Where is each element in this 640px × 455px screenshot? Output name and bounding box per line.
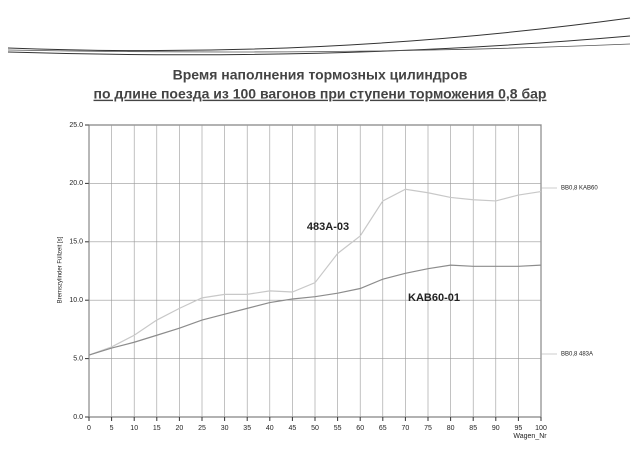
side-label: BB0,8 483A bbox=[561, 352, 593, 358]
x-tick-label: 85 bbox=[469, 425, 477, 432]
x-tick-label: 70 bbox=[402, 425, 410, 432]
chart-subtitle: по длине поезда из 100 вагонов при ступе… bbox=[94, 86, 547, 102]
x-axis-label: Wagen_Nr bbox=[513, 433, 547, 440]
x-tick-label: 10 bbox=[130, 425, 138, 432]
series-line bbox=[88, 264, 542, 356]
decor-curve bbox=[7, 43, 631, 53]
y-tick-label: 20.0 bbox=[69, 180, 83, 187]
x-tick-label: 0 bbox=[87, 425, 91, 432]
series-label: 483A-03 bbox=[307, 221, 349, 233]
y-tick-label: 0.0 bbox=[73, 414, 83, 421]
x-tick-label: 50 bbox=[311, 425, 319, 432]
x-tick-label: 75 bbox=[424, 425, 432, 432]
x-tick-label: 65 bbox=[379, 425, 387, 432]
x-tick-label: 5 bbox=[110, 425, 114, 432]
y-tick-label: 15.0 bbox=[69, 239, 83, 246]
x-tick-label: 95 bbox=[515, 425, 523, 432]
x-tick-label: 60 bbox=[356, 425, 364, 432]
y-tick-label: 10.0 bbox=[69, 297, 83, 304]
y-tick-label: 25.0 bbox=[69, 122, 83, 129]
x-tick-label: 20 bbox=[176, 425, 184, 432]
x-tick-label: 55 bbox=[334, 425, 342, 432]
decor-curve bbox=[7, 35, 631, 56]
x-tick-label: 15 bbox=[153, 425, 161, 432]
y-tick-label: 5.0 bbox=[73, 355, 83, 362]
x-tick-label: 30 bbox=[221, 425, 229, 432]
chart-title: Время наполнения тормозных цилиндров bbox=[173, 67, 468, 83]
x-tick-label: 40 bbox=[266, 425, 274, 432]
x-tick-label: 45 bbox=[289, 425, 297, 432]
side-label: BB0,8 KAB60 bbox=[561, 186, 598, 192]
x-tick-label: 100 bbox=[535, 425, 547, 432]
series-label: KAB60-01 bbox=[408, 292, 460, 304]
series-line bbox=[88, 188, 542, 356]
decor-curve bbox=[7, 17, 631, 52]
x-tick-label: 35 bbox=[243, 425, 251, 432]
x-tick-label: 80 bbox=[447, 425, 455, 432]
x-tick-label: 25 bbox=[198, 425, 206, 432]
y-axis-label: Bremszylinder Füllzeit [s] bbox=[58, 236, 64, 303]
x-tick-label: 90 bbox=[492, 425, 500, 432]
